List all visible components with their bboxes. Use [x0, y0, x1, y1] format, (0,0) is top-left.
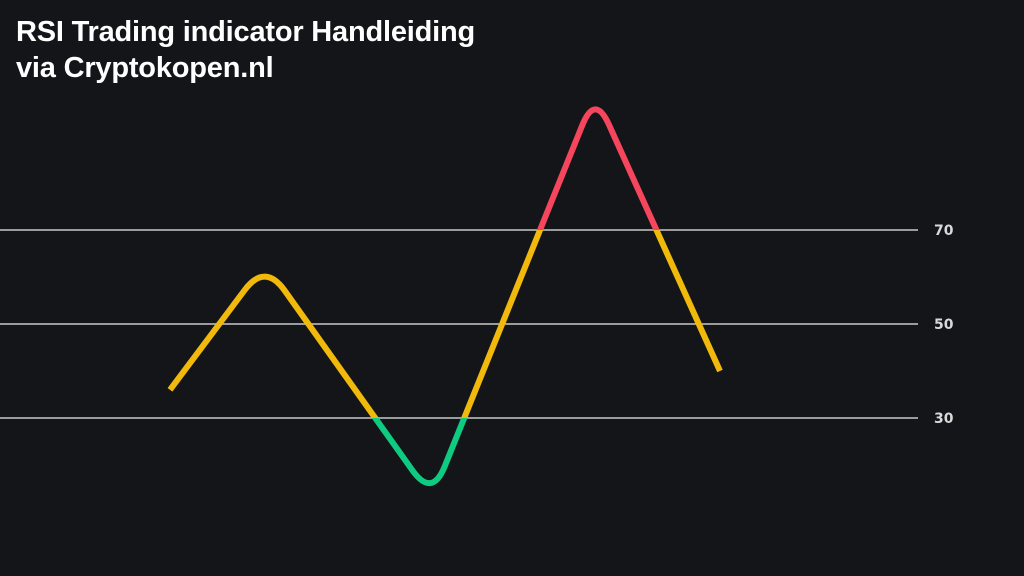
tick-label-50: 50: [934, 317, 954, 333]
rsi-line: [167, 106, 723, 487]
rsi-line-overbought: [536, 106, 660, 230]
gridlines: [0, 229, 918, 419]
title-line-1: RSI Trading indicator Handleiding: [16, 16, 476, 48]
tick-labels: 70 50 30: [934, 223, 954, 427]
tick-label-70: 70: [934, 223, 954, 239]
rsi-line-oversold: [371, 418, 468, 487]
title-line-2: via Cryptokopen.nl: [16, 52, 274, 84]
chart-title: RSI Trading indicator Handleiding via Cr…: [16, 14, 475, 86]
tick-label-30: 30: [934, 411, 954, 427]
rsi-line-neutral: [167, 230, 723, 418]
